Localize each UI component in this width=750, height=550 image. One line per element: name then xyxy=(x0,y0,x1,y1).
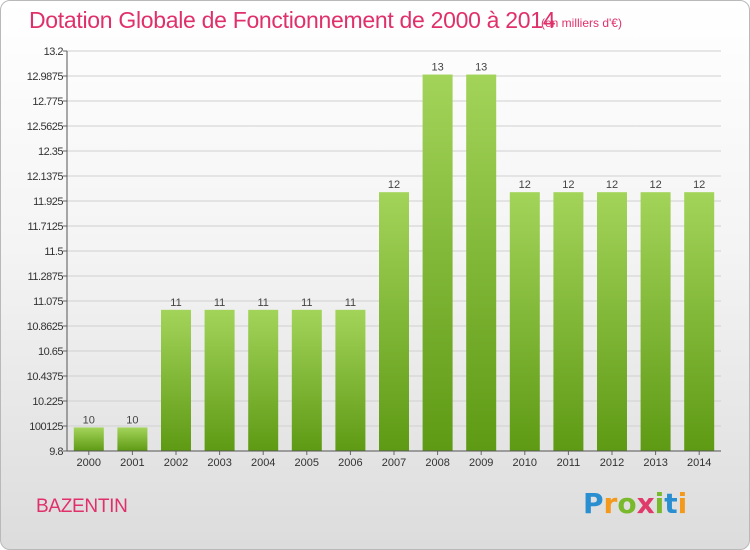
axes xyxy=(66,51,721,452)
y-tick-label: 10.4375 xyxy=(27,371,64,383)
y-tick-label: 11.075 xyxy=(33,296,63,308)
x-tick-label: 2014 xyxy=(687,457,711,469)
data-label: 12 xyxy=(606,179,618,191)
x-tick-label: 2005 xyxy=(295,457,319,469)
data-label: 11 xyxy=(301,297,312,309)
y-tick-label: 9.8 xyxy=(49,446,63,458)
y-tick-label: 12.5625 xyxy=(27,121,64,133)
proxiti-logo: Proxiti xyxy=(583,487,688,520)
x-tick-label: 2011 xyxy=(557,457,581,469)
data-label: 12 xyxy=(519,179,531,191)
bar xyxy=(73,427,104,451)
bar xyxy=(466,74,497,451)
x-tick-label: 2001 xyxy=(120,457,144,469)
data-label: 11 xyxy=(345,297,356,309)
data-label: 11 xyxy=(214,297,225,309)
y-tick-label: 11.7125 xyxy=(28,221,64,233)
y-tick-label: 12.1375 xyxy=(27,171,64,183)
bar xyxy=(204,309,235,451)
x-tick-label: 2008 xyxy=(425,457,449,469)
data-label: 10 xyxy=(83,414,95,426)
y-tick-label: 13.2 xyxy=(44,46,64,58)
data-label: 11 xyxy=(257,297,268,309)
bar xyxy=(509,192,540,452)
data-label: 12 xyxy=(388,179,400,191)
x-tick-label: 2006 xyxy=(338,457,362,469)
y-tick-label: 10.8625 xyxy=(27,321,64,333)
bar xyxy=(291,309,322,451)
y-tick-label: 11.5 xyxy=(44,246,63,258)
y-tick-label: 100125 xyxy=(29,421,63,433)
bar xyxy=(640,192,671,452)
bar xyxy=(422,74,453,451)
bar xyxy=(684,192,715,452)
x-axis-categories: 2000 2001 2002 2003 2004 2005 2006 2007 2008 2009… xyxy=(77,451,711,469)
bar xyxy=(248,309,279,451)
y-tick-label: 11.925 xyxy=(33,196,63,208)
bar xyxy=(161,309,191,451)
x-tick-label: 2010 xyxy=(513,457,537,469)
bar xyxy=(379,192,409,452)
data-label: 13 xyxy=(475,62,487,74)
x-tick-label: 2002 xyxy=(164,457,188,469)
bar xyxy=(597,192,627,452)
x-tick-label: 2004 xyxy=(251,457,275,469)
data-label: 12 xyxy=(693,179,705,191)
y-tick-label: 12.775 xyxy=(32,96,63,108)
x-tick-label: 2000 xyxy=(77,457,101,469)
y-tick-label: 10.65 xyxy=(38,346,63,358)
chart-title: Dotation Globale de Fonctionnement de 20… xyxy=(29,7,556,33)
y-tick-label: 12.9875 xyxy=(27,71,64,83)
y-tick-label: 10.225 xyxy=(32,396,63,408)
x-tick-label: 2012 xyxy=(600,457,624,469)
x-tick-label: 2003 xyxy=(207,457,231,469)
data-label: 10 xyxy=(126,414,138,426)
data-label: 12 xyxy=(649,179,661,191)
data-label: 13 xyxy=(431,62,443,74)
x-tick-label: 2009 xyxy=(469,457,493,469)
chart-subtitle: (en milliers d'€) xyxy=(541,16,622,30)
bars xyxy=(73,74,715,452)
city-name: BAZENTIN xyxy=(36,496,128,517)
x-tick-label: 2013 xyxy=(643,457,667,469)
data-label: 11 xyxy=(170,297,181,309)
x-tick-label: 2007 xyxy=(382,457,406,469)
y-axis-ticks: 9.8 100125 10.225 10.4375 10.65 10.8625 11.075… xyxy=(27,46,67,458)
bar xyxy=(117,427,148,451)
y-tick-label: 11.2875 xyxy=(28,271,64,283)
y-tick-label: 12.35 xyxy=(38,146,63,158)
bar xyxy=(335,309,366,451)
bar xyxy=(553,192,584,452)
data-labels: 10 10 11 11 11 11 11 12 13 13 12 12 12 12 12 xyxy=(83,62,706,427)
data-label: 12 xyxy=(562,179,574,191)
